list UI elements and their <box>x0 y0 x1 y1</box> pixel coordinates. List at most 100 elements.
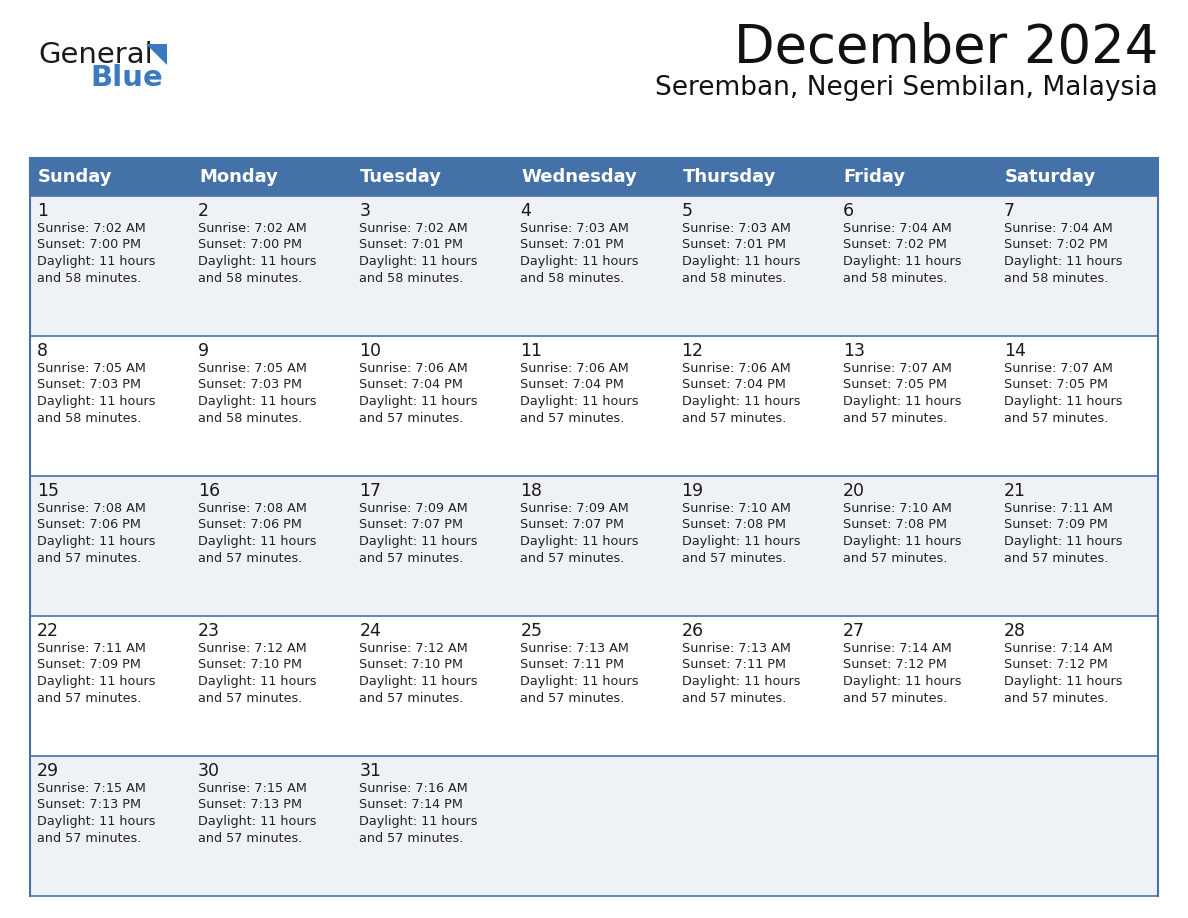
Text: Daylight: 11 hours: Daylight: 11 hours <box>198 395 317 408</box>
Text: and 58 minutes.: and 58 minutes. <box>842 272 947 285</box>
Text: Sunrise: 7:06 AM: Sunrise: 7:06 AM <box>682 362 790 375</box>
Text: and 57 minutes.: and 57 minutes. <box>198 832 303 845</box>
Text: Sunset: 7:01 PM: Sunset: 7:01 PM <box>359 239 463 252</box>
Text: 19: 19 <box>682 482 703 500</box>
Text: 2: 2 <box>198 202 209 220</box>
Text: 21: 21 <box>1004 482 1026 500</box>
Text: Daylight: 11 hours: Daylight: 11 hours <box>198 815 317 828</box>
Text: Sunrise: 7:06 AM: Sunrise: 7:06 AM <box>520 362 630 375</box>
Text: and 58 minutes.: and 58 minutes. <box>359 272 463 285</box>
Text: Friday: Friday <box>843 168 905 186</box>
Text: Daylight: 11 hours: Daylight: 11 hours <box>359 675 478 688</box>
Text: 8: 8 <box>37 342 48 360</box>
Text: and 57 minutes.: and 57 minutes. <box>1004 411 1108 424</box>
Text: Sunrise: 7:14 AM: Sunrise: 7:14 AM <box>1004 642 1113 655</box>
Text: Sunrise: 7:13 AM: Sunrise: 7:13 AM <box>520 642 630 655</box>
Text: 17: 17 <box>359 482 381 500</box>
Text: 4: 4 <box>520 202 531 220</box>
Text: Sunset: 7:03 PM: Sunset: 7:03 PM <box>198 378 302 391</box>
Text: Daylight: 11 hours: Daylight: 11 hours <box>520 535 639 548</box>
Bar <box>191 158 353 196</box>
Text: Sunrise: 7:11 AM: Sunrise: 7:11 AM <box>1004 502 1113 515</box>
Text: 15: 15 <box>37 482 59 500</box>
Bar <box>30 158 191 196</box>
Text: 12: 12 <box>682 342 703 360</box>
Text: Sunset: 7:13 PM: Sunset: 7:13 PM <box>198 799 302 812</box>
Text: 5: 5 <box>682 202 693 220</box>
Text: and 57 minutes.: and 57 minutes. <box>842 411 947 424</box>
Text: Daylight: 11 hours: Daylight: 11 hours <box>520 255 639 268</box>
Bar <box>997 158 1158 196</box>
Text: 13: 13 <box>842 342 865 360</box>
Text: Sunset: 7:07 PM: Sunset: 7:07 PM <box>520 519 625 532</box>
Text: Daylight: 11 hours: Daylight: 11 hours <box>359 255 478 268</box>
Text: Sunrise: 7:03 AM: Sunrise: 7:03 AM <box>520 222 630 235</box>
Bar <box>30 756 1158 896</box>
Text: Daylight: 11 hours: Daylight: 11 hours <box>682 675 800 688</box>
Text: 10: 10 <box>359 342 381 360</box>
Bar <box>30 336 1158 476</box>
Text: Daylight: 11 hours: Daylight: 11 hours <box>682 535 800 548</box>
Text: Sunset: 7:05 PM: Sunset: 7:05 PM <box>842 378 947 391</box>
Text: Sunset: 7:08 PM: Sunset: 7:08 PM <box>842 519 947 532</box>
Text: and 58 minutes.: and 58 minutes. <box>37 411 141 424</box>
Text: Sunrise: 7:16 AM: Sunrise: 7:16 AM <box>359 782 468 795</box>
Text: Sunset: 7:05 PM: Sunset: 7:05 PM <box>1004 378 1108 391</box>
Text: Sunset: 7:00 PM: Sunset: 7:00 PM <box>198 239 302 252</box>
Text: 28: 28 <box>1004 622 1026 640</box>
Text: Sunset: 7:13 PM: Sunset: 7:13 PM <box>37 799 141 812</box>
Text: 23: 23 <box>198 622 220 640</box>
Text: Sunrise: 7:02 AM: Sunrise: 7:02 AM <box>359 222 468 235</box>
Text: and 57 minutes.: and 57 minutes. <box>37 832 141 845</box>
Text: Daylight: 11 hours: Daylight: 11 hours <box>359 535 478 548</box>
Text: 31: 31 <box>359 762 381 780</box>
Text: Sunset: 7:10 PM: Sunset: 7:10 PM <box>359 658 463 671</box>
Text: and 57 minutes.: and 57 minutes. <box>682 552 786 565</box>
Text: Sunrise: 7:11 AM: Sunrise: 7:11 AM <box>37 642 146 655</box>
Text: and 58 minutes.: and 58 minutes. <box>37 272 141 285</box>
Text: Sunset: 7:02 PM: Sunset: 7:02 PM <box>842 239 947 252</box>
Text: 20: 20 <box>842 482 865 500</box>
Text: Daylight: 11 hours: Daylight: 11 hours <box>682 395 800 408</box>
Text: Sunset: 7:11 PM: Sunset: 7:11 PM <box>520 658 625 671</box>
Text: Sunrise: 7:04 AM: Sunrise: 7:04 AM <box>1004 222 1113 235</box>
Text: Daylight: 11 hours: Daylight: 11 hours <box>37 675 156 688</box>
Text: Daylight: 11 hours: Daylight: 11 hours <box>37 815 156 828</box>
Bar <box>513 158 675 196</box>
Text: Sunset: 7:01 PM: Sunset: 7:01 PM <box>520 239 625 252</box>
Text: Daylight: 11 hours: Daylight: 11 hours <box>842 675 961 688</box>
Text: Sunrise: 7:08 AM: Sunrise: 7:08 AM <box>198 502 307 515</box>
Text: 6: 6 <box>842 202 854 220</box>
Text: Wednesday: Wednesday <box>522 168 637 186</box>
Text: Monday: Monday <box>200 168 278 186</box>
Bar <box>353 158 513 196</box>
Text: Sunrise: 7:15 AM: Sunrise: 7:15 AM <box>198 782 307 795</box>
Text: Sunset: 7:04 PM: Sunset: 7:04 PM <box>682 378 785 391</box>
Text: and 58 minutes.: and 58 minutes. <box>520 272 625 285</box>
Polygon shape <box>146 44 168 65</box>
Text: Sunset: 7:09 PM: Sunset: 7:09 PM <box>1004 519 1107 532</box>
Text: Sunrise: 7:10 AM: Sunrise: 7:10 AM <box>682 502 790 515</box>
Text: Daylight: 11 hours: Daylight: 11 hours <box>37 255 156 268</box>
Text: 25: 25 <box>520 622 543 640</box>
Text: Daylight: 11 hours: Daylight: 11 hours <box>359 815 478 828</box>
Text: Daylight: 11 hours: Daylight: 11 hours <box>198 675 317 688</box>
Text: Daylight: 11 hours: Daylight: 11 hours <box>37 395 156 408</box>
Text: Daylight: 11 hours: Daylight: 11 hours <box>520 395 639 408</box>
Text: Sunrise: 7:10 AM: Sunrise: 7:10 AM <box>842 502 952 515</box>
Text: Sunrise: 7:05 AM: Sunrise: 7:05 AM <box>37 362 146 375</box>
Text: Sunset: 7:04 PM: Sunset: 7:04 PM <box>359 378 463 391</box>
Text: Sunrise: 7:08 AM: Sunrise: 7:08 AM <box>37 502 146 515</box>
Text: Daylight: 11 hours: Daylight: 11 hours <box>842 535 961 548</box>
Text: and 57 minutes.: and 57 minutes. <box>359 411 463 424</box>
Text: Sunset: 7:03 PM: Sunset: 7:03 PM <box>37 378 141 391</box>
Text: Sunset: 7:09 PM: Sunset: 7:09 PM <box>37 658 141 671</box>
Text: 7: 7 <box>1004 202 1015 220</box>
Text: and 57 minutes.: and 57 minutes. <box>682 411 786 424</box>
Text: Tuesday: Tuesday <box>360 168 442 186</box>
Text: 3: 3 <box>359 202 371 220</box>
Text: Sunset: 7:14 PM: Sunset: 7:14 PM <box>359 799 463 812</box>
Bar <box>835 158 997 196</box>
Text: and 57 minutes.: and 57 minutes. <box>1004 691 1108 704</box>
Text: and 57 minutes.: and 57 minutes. <box>842 552 947 565</box>
